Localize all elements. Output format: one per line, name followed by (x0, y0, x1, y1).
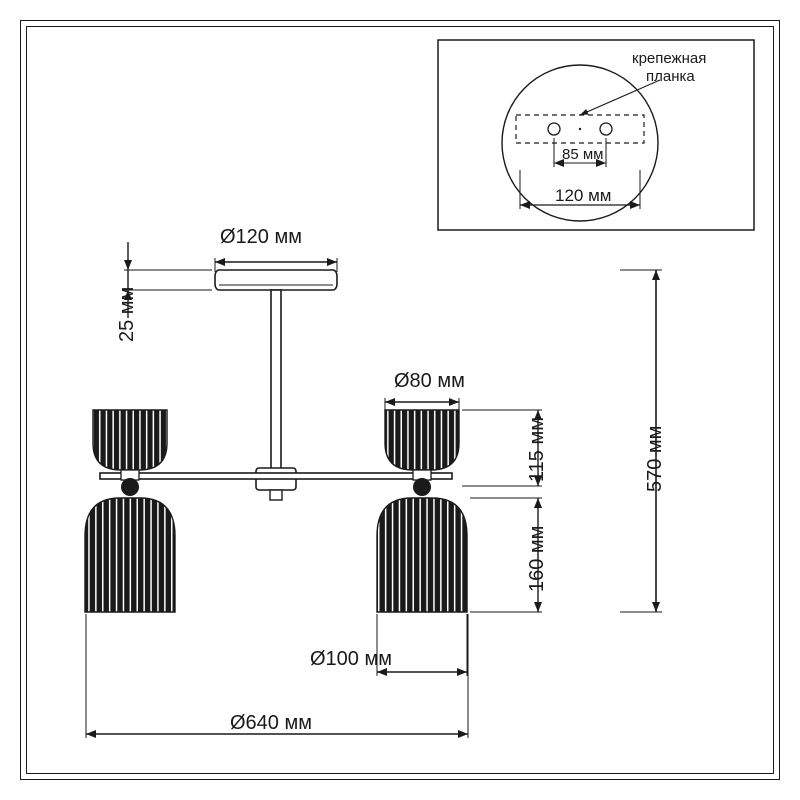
inset-dim-85: 85 мм (562, 146, 603, 163)
dim-d640: Ø640 мм (230, 712, 312, 735)
dim-d80: Ø80 мм (394, 370, 465, 393)
dim-570: 570 мм (644, 426, 667, 492)
dim-115: 115 мм (526, 417, 549, 482)
inset-label-1: крепежная (632, 50, 706, 67)
dim-d120: Ø120 мм (220, 226, 302, 249)
dim-d100: Ø100 мм (310, 648, 392, 671)
dim-25: 25 мм (116, 287, 139, 342)
dim-160: 160 мм (526, 526, 549, 592)
technical-diagram (0, 0, 800, 800)
inset-dim-120: 120 мм (555, 186, 611, 206)
inset-label-2: планка (646, 68, 695, 85)
